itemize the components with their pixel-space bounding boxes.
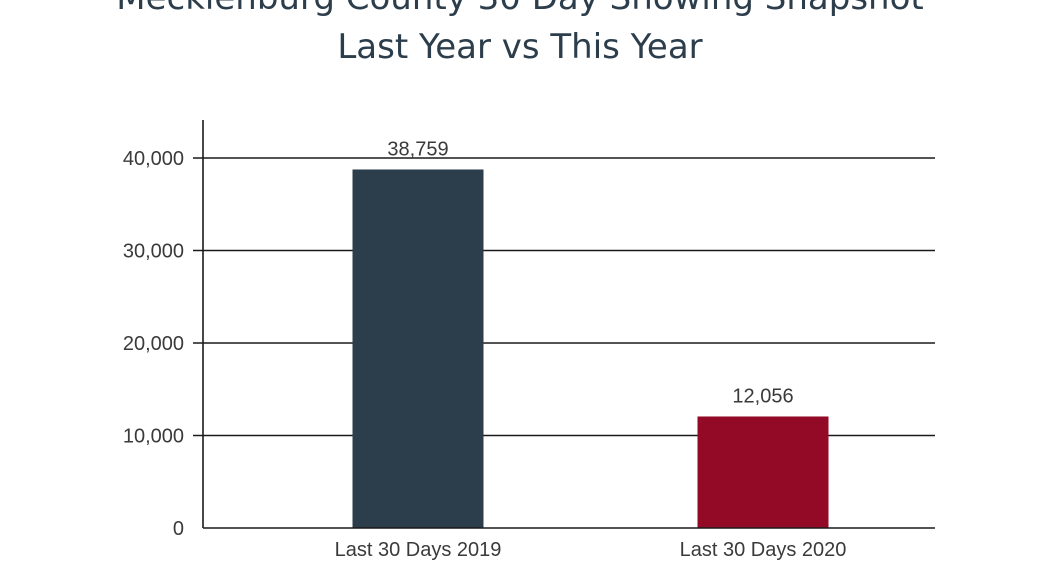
y-tick-label: 40,000 (123, 148, 184, 170)
y-tick-label: 20,000 (123, 333, 184, 355)
bar (697, 416, 829, 528)
bar-value-label: 12,056 (732, 385, 793, 407)
bar-value-label: 38,759 (387, 138, 448, 160)
y-tick-label: 0 (173, 518, 184, 540)
chart-title-line-2: Last Year vs This Year (337, 27, 703, 67)
y-tick-label: 30,000 (123, 241, 184, 263)
x-category-label: Last 30 Days 2020 (680, 539, 847, 561)
labels: 0 10,000 20,000 30,000 40,000 38,759 Last 30 D… (123, 138, 847, 561)
bars (352, 169, 829, 528)
chart-title-line-1: Mecklenburg County 30 Day Showing Snapsh… (0, 0, 1040, 18)
y-tick-label: 10,000 (123, 426, 184, 448)
bar (352, 169, 484, 528)
axes (202, 120, 935, 529)
gridlines (193, 157, 935, 437)
x-category-label: Last 30 Days 2019 (335, 539, 502, 561)
